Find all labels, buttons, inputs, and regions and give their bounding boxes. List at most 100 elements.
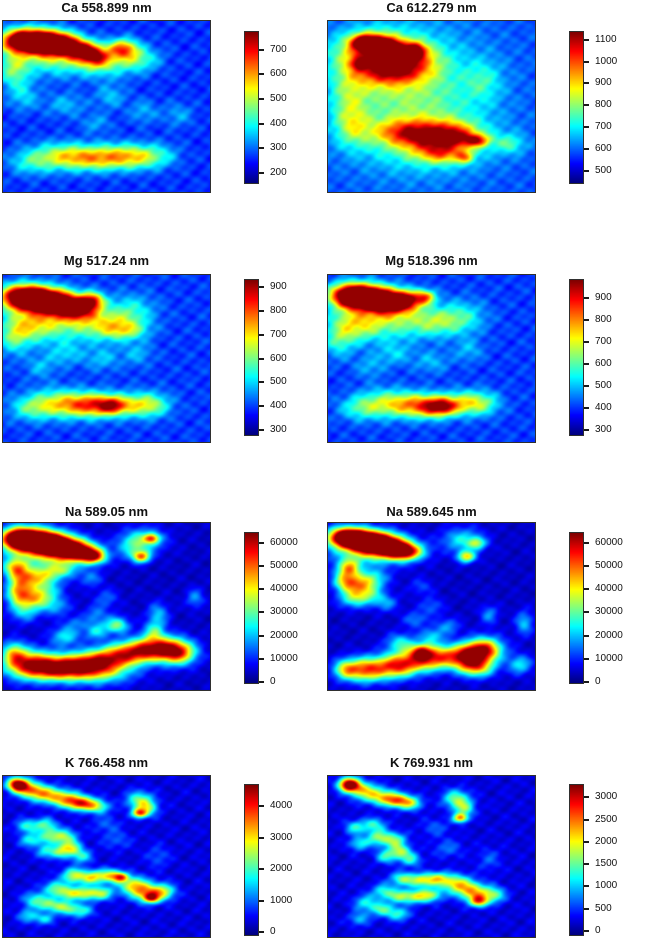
panel-title: Mg 517.24 nm <box>63 253 150 268</box>
colorbar-tick: 1000 <box>584 56 617 67</box>
panel-title: Mg 518.396 nm <box>385 253 478 268</box>
colorbar-tick-label: 1100 <box>595 33 617 45</box>
colorbar-tick: 500 <box>259 377 287 387</box>
colorbar-canvas <box>245 785 258 935</box>
colorbar-tick-mark <box>259 429 264 432</box>
colorbar-tick-mark <box>259 310 264 313</box>
colorbar-tick-mark <box>584 588 589 591</box>
colorbar-tick: 3000 <box>259 832 292 843</box>
colorbar-tick-mark <box>259 357 264 360</box>
colorbar-tick: 400 <box>259 117 287 129</box>
colorbar-tick: 500 <box>584 903 612 914</box>
colorbar-tick: 60000 <box>259 536 298 548</box>
colorbar-tick: 800 <box>584 313 612 325</box>
colorbar-gradient <box>569 532 584 684</box>
colorbar-tick: 200 <box>259 166 287 178</box>
colorbar: 300 400 500 600 700 800 900 <box>569 279 612 436</box>
colorbar-tick: 600 <box>584 144 612 154</box>
colorbar: 0 10000 20000 30000 40000 50000 60000 <box>569 532 623 686</box>
colorbar-tick-label: 60000 <box>595 536 623 548</box>
colorbar-tick: 0 <box>259 927 276 937</box>
heatmap-image <box>328 21 535 192</box>
colorbar-tick: 30000 <box>259 607 298 617</box>
colorbar-tick-mark <box>259 405 264 408</box>
colorbar-tick-label: 700 <box>270 328 287 340</box>
heatmap-plot-area <box>327 274 536 443</box>
colorbar-ticks: 300 400 500 600 700 800 900 <box>584 279 648 436</box>
colorbar-tick-mark <box>259 931 264 934</box>
colorbar-gradient <box>569 784 584 936</box>
heatmap-image <box>328 275 535 442</box>
colorbar-tick: 40000 <box>259 584 298 594</box>
colorbar-tick-label: 300 <box>270 142 287 154</box>
heatmap-image <box>328 776 535 937</box>
colorbar-tick-mark <box>259 48 264 51</box>
colorbar-tick-label: 200 <box>270 166 287 178</box>
colorbar-tick-label: 10000 <box>595 652 623 664</box>
colorbar-tick: 500 <box>584 381 612 391</box>
colorbar-tick-label: 40000 <box>270 583 298 595</box>
panel-ca-558-899: Ca 558.899 nm 200 300 400 500 600 700 <box>0 0 325 236</box>
colorbar-tick-mark <box>584 296 589 299</box>
colorbar-tick-mark <box>259 868 264 871</box>
panel-title: Na 589.05 nm <box>64 504 149 519</box>
colorbar-tick-mark <box>584 341 589 344</box>
colorbar-tick-label: 0 <box>270 926 276 938</box>
colorbar-tick-mark <box>584 60 589 63</box>
colorbar-tick-label: 900 <box>595 77 612 89</box>
colorbar-tick: 500 <box>584 165 612 176</box>
colorbar-tick: 900 <box>584 78 612 88</box>
colorbar-ticks: 300 400 500 600 700 800 900 <box>259 279 323 436</box>
colorbar-tick-mark <box>259 836 264 839</box>
colorbar-tick: 10000 <box>259 653 298 664</box>
colorbar-gradient <box>569 31 584 184</box>
colorbar-tick-label: 800 <box>595 313 612 325</box>
colorbar-tick-label: 1000 <box>595 880 618 892</box>
colorbar-tick: 20000 <box>584 630 623 641</box>
colorbar-tick-mark <box>259 122 264 125</box>
colorbar-tick-mark <box>259 611 264 614</box>
panel-title: K 769.931 nm <box>389 755 474 770</box>
colorbar: 300 400 500 600 700 800 900 <box>244 279 287 436</box>
colorbar-tick-mark <box>259 657 264 660</box>
colorbar-tick-mark <box>259 147 264 150</box>
colorbar-tick-mark <box>259 286 264 289</box>
colorbar-tick-mark <box>584 385 589 388</box>
colorbar-tick: 3000 <box>584 792 617 802</box>
colorbar-tick-label: 40000 <box>595 583 623 595</box>
colorbar-canvas <box>245 32 258 183</box>
colorbar-tick-label: 1500 <box>595 858 618 870</box>
colorbar-tick-label: 400 <box>595 402 612 414</box>
panel-mg-517-24: Mg 517.24 nm 300 400 500 600 700 800 900 <box>0 236 325 472</box>
colorbar-canvas <box>570 533 583 683</box>
colorbar-tick: 900 <box>584 292 612 303</box>
heatmap-plot-area <box>2 775 211 938</box>
colorbar-tick-mark <box>259 381 264 384</box>
colorbar-tick: 800 <box>259 306 287 316</box>
colorbar-tick-label: 400 <box>270 117 287 129</box>
colorbar: 500 600 700 800 900 1000 1100 <box>569 31 617 184</box>
colorbar-tick: 700 <box>259 43 287 55</box>
colorbar-tick: 1500 <box>584 859 617 869</box>
colorbar-tick-mark <box>584 796 589 799</box>
panel-na-589-05: Na 589.05 nm 0 10000 20000 30000 40000 50000 6… <box>0 472 325 708</box>
colorbar-tick-label: 700 <box>270 43 287 55</box>
colorbar-tick: 900 <box>259 282 287 292</box>
colorbar-canvas <box>570 280 583 435</box>
colorbar-tick-label: 500 <box>270 376 287 388</box>
colorbar-tick: 40000 <box>584 584 623 594</box>
colorbar-tick-mark <box>584 840 589 843</box>
colorbar-tick-mark <box>259 171 264 174</box>
colorbar-tick: 400 <box>259 401 287 411</box>
heatmap-image <box>3 275 210 442</box>
colorbar-tick: 1000 <box>259 895 292 906</box>
colorbar-tick: 2000 <box>584 836 617 847</box>
colorbar-tick-label: 300 <box>270 424 287 436</box>
colorbar-tick-mark <box>584 885 589 888</box>
colorbar-tick-label: 500 <box>270 92 287 104</box>
colorbar-tick-label: 2000 <box>270 863 293 875</box>
colorbar-tick-label: 60000 <box>270 536 298 548</box>
colorbar-tick-mark <box>584 863 589 866</box>
colorbar-canvas <box>570 785 583 935</box>
colorbar-tick: 0 <box>259 676 276 687</box>
